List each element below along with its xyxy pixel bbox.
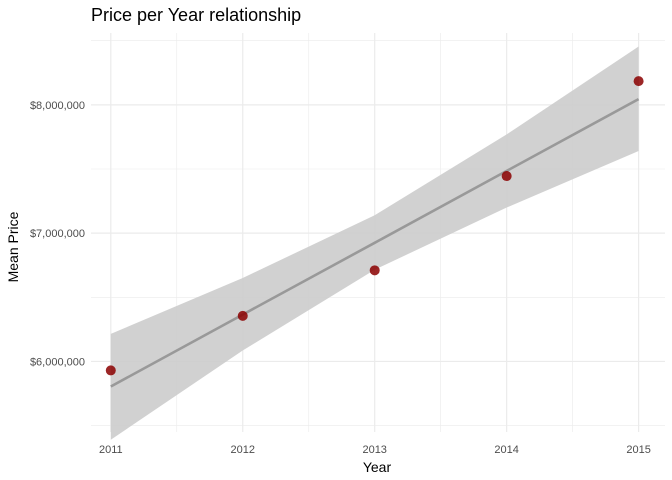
y-tick-labels: $6,000,000 $7,000,000 $8,000,000: [30, 100, 85, 369]
x-tick-label: 2012: [231, 444, 255, 456]
trend-line: [110, 97, 640, 388]
data-point: [501, 171, 512, 182]
x-axis-title: Year: [363, 459, 392, 475]
x-tick-label: 2013: [362, 444, 386, 456]
x-tick-label: 2014: [494, 444, 518, 456]
chart-title: Price per Year relationship: [91, 5, 301, 25]
data-point: [105, 365, 116, 376]
y-axis-title: Mean Price: [5, 211, 21, 282]
x-tick-label: 2015: [626, 444, 650, 456]
data-point: [633, 76, 644, 87]
data-point: [369, 265, 380, 276]
data-points: [105, 76, 644, 376]
x-tick-label: 2011: [99, 444, 123, 456]
x-tick-labels: 2011 2012 2013 2014 2015: [99, 444, 651, 456]
y-tick-label: $6,000,000: [30, 356, 85, 368]
y-tick-label: $7,000,000: [30, 228, 85, 240]
y-tick-label: $8,000,000: [30, 100, 85, 112]
data-point: [237, 310, 248, 321]
